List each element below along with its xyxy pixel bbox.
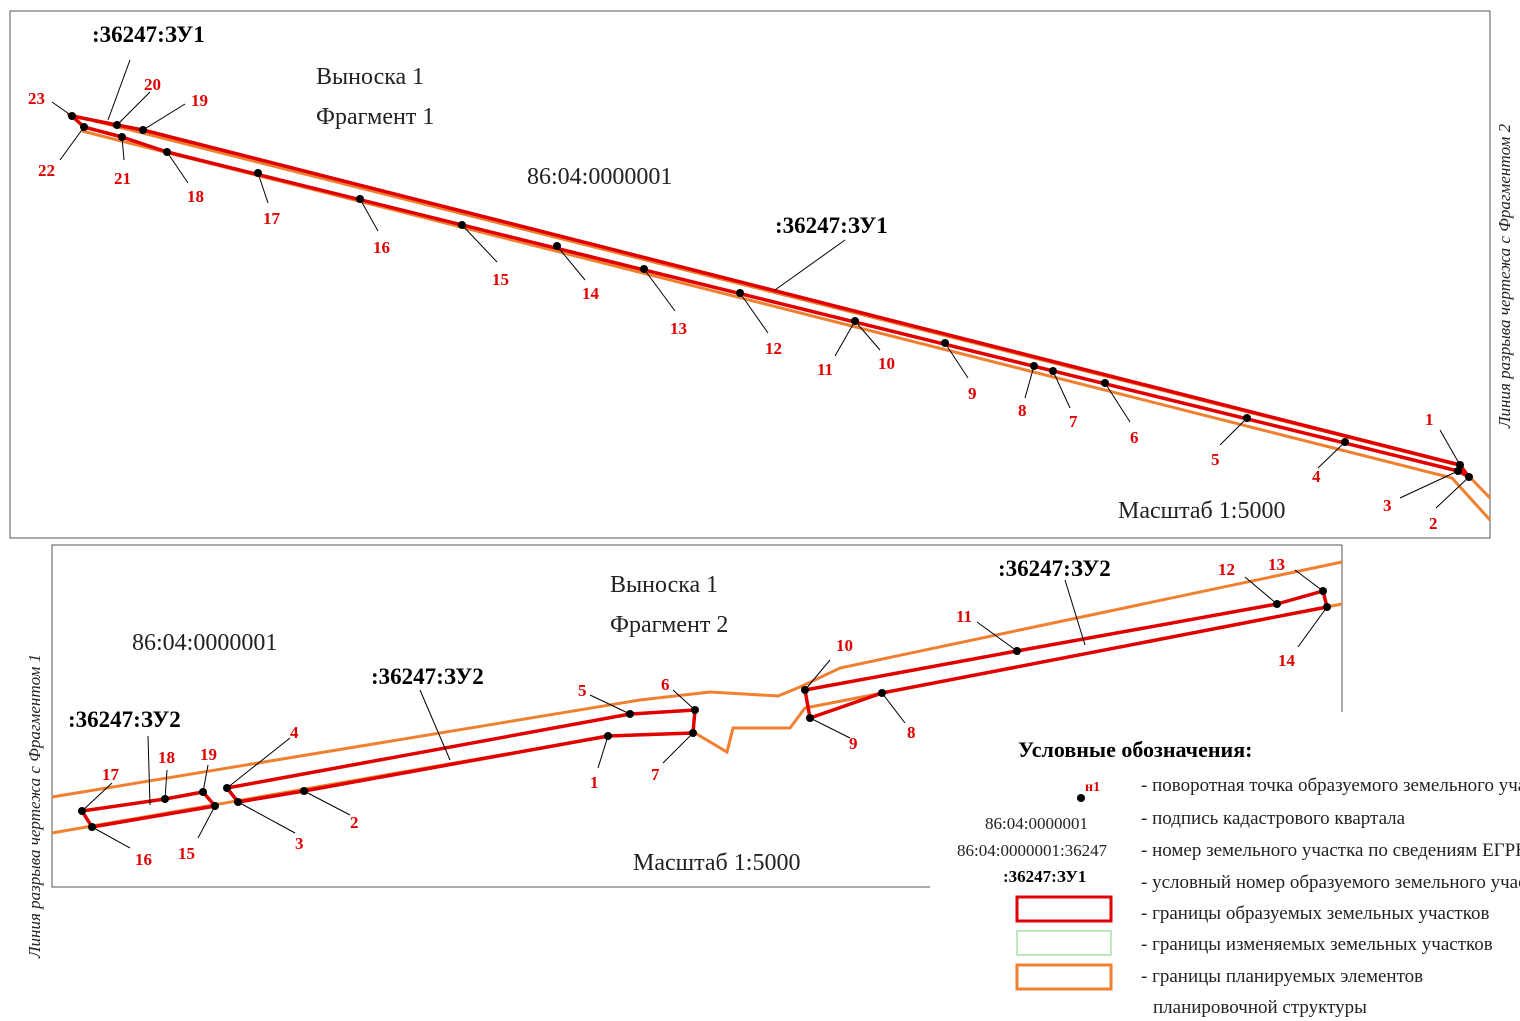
legend-point-symbol [1077,794,1085,802]
point-label: 10 [836,636,853,655]
legend-item-text: - границы планируемых элементов [1141,966,1423,987]
legend-title: Условные обозначения: [1018,737,1252,762]
point-label: 22 [38,161,55,180]
scale-label: Масштаб 1:5000 [1118,498,1285,524]
point-label: 19 [200,745,217,764]
point-label: 9 [968,384,977,403]
point-label: 20 [144,75,161,94]
point-label: 16 [373,238,390,257]
point-label: 11 [956,607,972,626]
fragment-title: Фрагмент 2 [610,612,728,638]
point-label: 8 [1018,401,1027,420]
point-label: 12 [1218,560,1235,579]
point-label: 8 [907,723,916,742]
point-label: 2 [1429,514,1438,533]
point-label: 16 [135,850,152,869]
point-label: 2 [350,813,359,832]
point-label: 4 [290,723,299,742]
parcel-label: :36247:ЗУ2 [68,707,181,732]
fragment-2-frame [51,544,1342,888]
point-label: 18 [187,187,204,206]
parcel-label: :36247:ЗУ1 [775,213,888,238]
planning-boundary-line [81,129,1492,522]
point-label: 14 [1278,651,1296,670]
point-label: 5 [1211,450,1220,469]
break-line-label: Линия разрыва чертежа с Фрагментом 1 [25,654,44,959]
point-label: 3 [1383,496,1392,515]
legend-swatch-planning [1015,963,1113,991]
point-label: 9 [849,734,858,753]
legend-sample: 86:04:0000001:36247 [957,841,1108,860]
point-labels: 17 16 18 19 15 4 3 2 1 5 6 7 10 9 8 11 1… [102,555,1296,869]
cadastral-quarter-label: 86:04:0000001 [132,630,277,656]
point-label: 4 [1312,467,1321,486]
point-labels: 23 22 20 21 19 18 17 16 15 14 13 12 11 1… [28,75,1438,533]
point-label: 3 [295,834,304,853]
scale-label: Масштаб 1:5000 [633,850,800,876]
point-label: 18 [158,748,175,767]
point-label: 14 [582,284,600,303]
leader-lines [51,59,1470,509]
point-label: 1 [1425,410,1434,429]
point-label: 15 [492,270,509,289]
legend-sample: 86:04:0000001 [985,814,1088,833]
point-label: 19 [191,91,208,110]
legend-item-text: - подпись кадастрового квартала [1141,808,1406,829]
callout-title: Выноска 1 [316,64,424,90]
fragment-1-frame [9,10,1491,539]
point-label: 5 [578,681,587,700]
fragment-2: 17 16 18 19 15 4 3 2 1 5 6 7 10 9 8 11 1… [25,544,1343,959]
legend: Условные обозначения: н1 - поворотная то… [957,737,1520,1018]
legend-sample: н1 [1085,780,1100,795]
parcel-zu1-boundary [70,114,1471,479]
point-label: 7 [1069,412,1078,431]
parcel-label: :36247:ЗУ2 [371,664,484,689]
point-label: 21 [114,169,131,188]
legend-item-text: - условный номер образуемого земельного … [1141,872,1520,893]
point-label: 12 [765,339,782,358]
point-label: 6 [1130,428,1139,447]
parcel-label: :36247:ЗУ1 [92,22,205,47]
legend-item-text: планировочной структуры [1153,997,1367,1018]
legend-swatch-changed [1016,930,1112,956]
leader-lines [81,569,1328,849]
legend-item-text: - границы образуемых земельных участков [1141,903,1489,924]
point-label: 10 [878,354,895,373]
point-label: 7 [651,765,660,784]
point-label: 13 [670,319,687,338]
legend-swatch-parcel [1015,895,1113,923]
callout-title: Выноска 1 [610,572,718,598]
point-label: 13 [1268,555,1285,574]
planning-boundary-line [51,560,1343,799]
point-label: 17 [102,765,120,784]
legend-sample: :36247:ЗУ1 [1003,867,1086,886]
point-label: 15 [178,844,195,863]
parcel-zu2-boundary [803,589,1329,720]
parcel-zu2-boundary [225,708,697,804]
parcel-zu2-boundary [80,790,217,829]
legend-item-text: - поворотная точка образуемого земельног… [1141,775,1520,796]
cadastral-quarter-label: 86:04:0000001 [527,164,672,190]
legend-item-text: - границы изменяемых земельных участков [1141,934,1493,955]
point-label: 11 [817,360,833,379]
fragment-1: 23 22 20 21 19 18 17 16 15 14 13 12 11 1… [9,10,1514,539]
break-line-label: Линия разрыва чертежа с Фрагментом 2 [1495,123,1514,429]
point-label: 23 [28,89,45,108]
legend-item-text: - номер земельного участка по сведениям … [1141,840,1520,861]
fragment-title: Фрагмент 1 [316,104,434,130]
point-label: 17 [263,209,281,228]
parcel-label: :36247:ЗУ2 [998,556,1111,581]
point-label: 1 [590,773,599,792]
point-label: 6 [661,675,670,694]
